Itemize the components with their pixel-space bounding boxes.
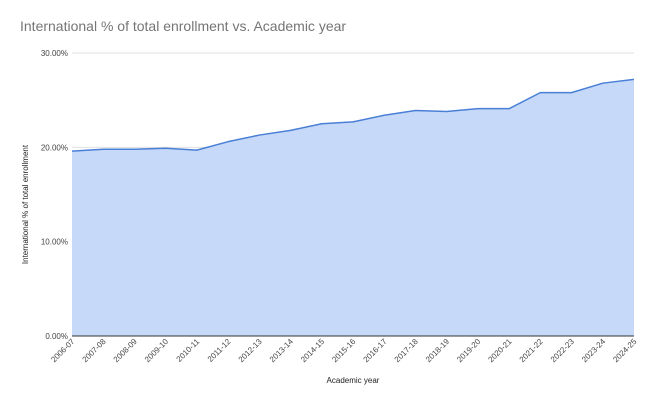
x-tick-label: 2022-23	[549, 337, 577, 365]
x-tick-label: 2010-11	[175, 337, 202, 364]
x-tick-label: 2019-20	[455, 337, 483, 365]
x-tick-label: 2023-24	[580, 337, 608, 365]
x-tick-label: 2012-13	[237, 337, 265, 365]
x-tick-label: 2008-09	[112, 337, 140, 365]
x-tick-label: 2011-12	[206, 337, 233, 364]
x-tick-label: 2013-14	[268, 337, 296, 365]
x-tick-label: 2016-17	[362, 337, 390, 365]
x-tick-label: 2018-19	[424, 337, 452, 365]
chart-title: International % of total enrollment vs. …	[20, 18, 347, 34]
y-tick-label: 0.00%	[45, 332, 68, 341]
y-axis-title: International % of total enrollment	[21, 144, 30, 264]
x-tick-label: 2014-15	[299, 337, 327, 365]
y-tick-labels: 0.00% 10.00% 20.00% 30.00%	[41, 49, 68, 341]
x-tick-label: 2017-18	[393, 337, 421, 365]
x-axis-title: Academic year	[327, 376, 380, 385]
x-tick-label: 2020-21	[486, 337, 514, 365]
x-tick-label: 2009-10	[143, 337, 171, 365]
y-tick-label: 10.00%	[41, 238, 68, 247]
x-tick-label: 2007-08	[81, 337, 109, 365]
area-fill	[72, 79, 634, 336]
x-tick-label: 2015-16	[330, 337, 358, 365]
y-tick-label: 20.00%	[41, 143, 68, 152]
x-tick-label: 2024-25	[611, 337, 639, 365]
x-tick-labels: 2006-07 2007-08 2008-09 2009-10 2010-11 2011-…	[49, 337, 639, 365]
x-tick-label: 2021-22	[518, 337, 546, 365]
series-line	[71, 78, 635, 152]
y-tick-label: 30.00%	[41, 49, 68, 58]
